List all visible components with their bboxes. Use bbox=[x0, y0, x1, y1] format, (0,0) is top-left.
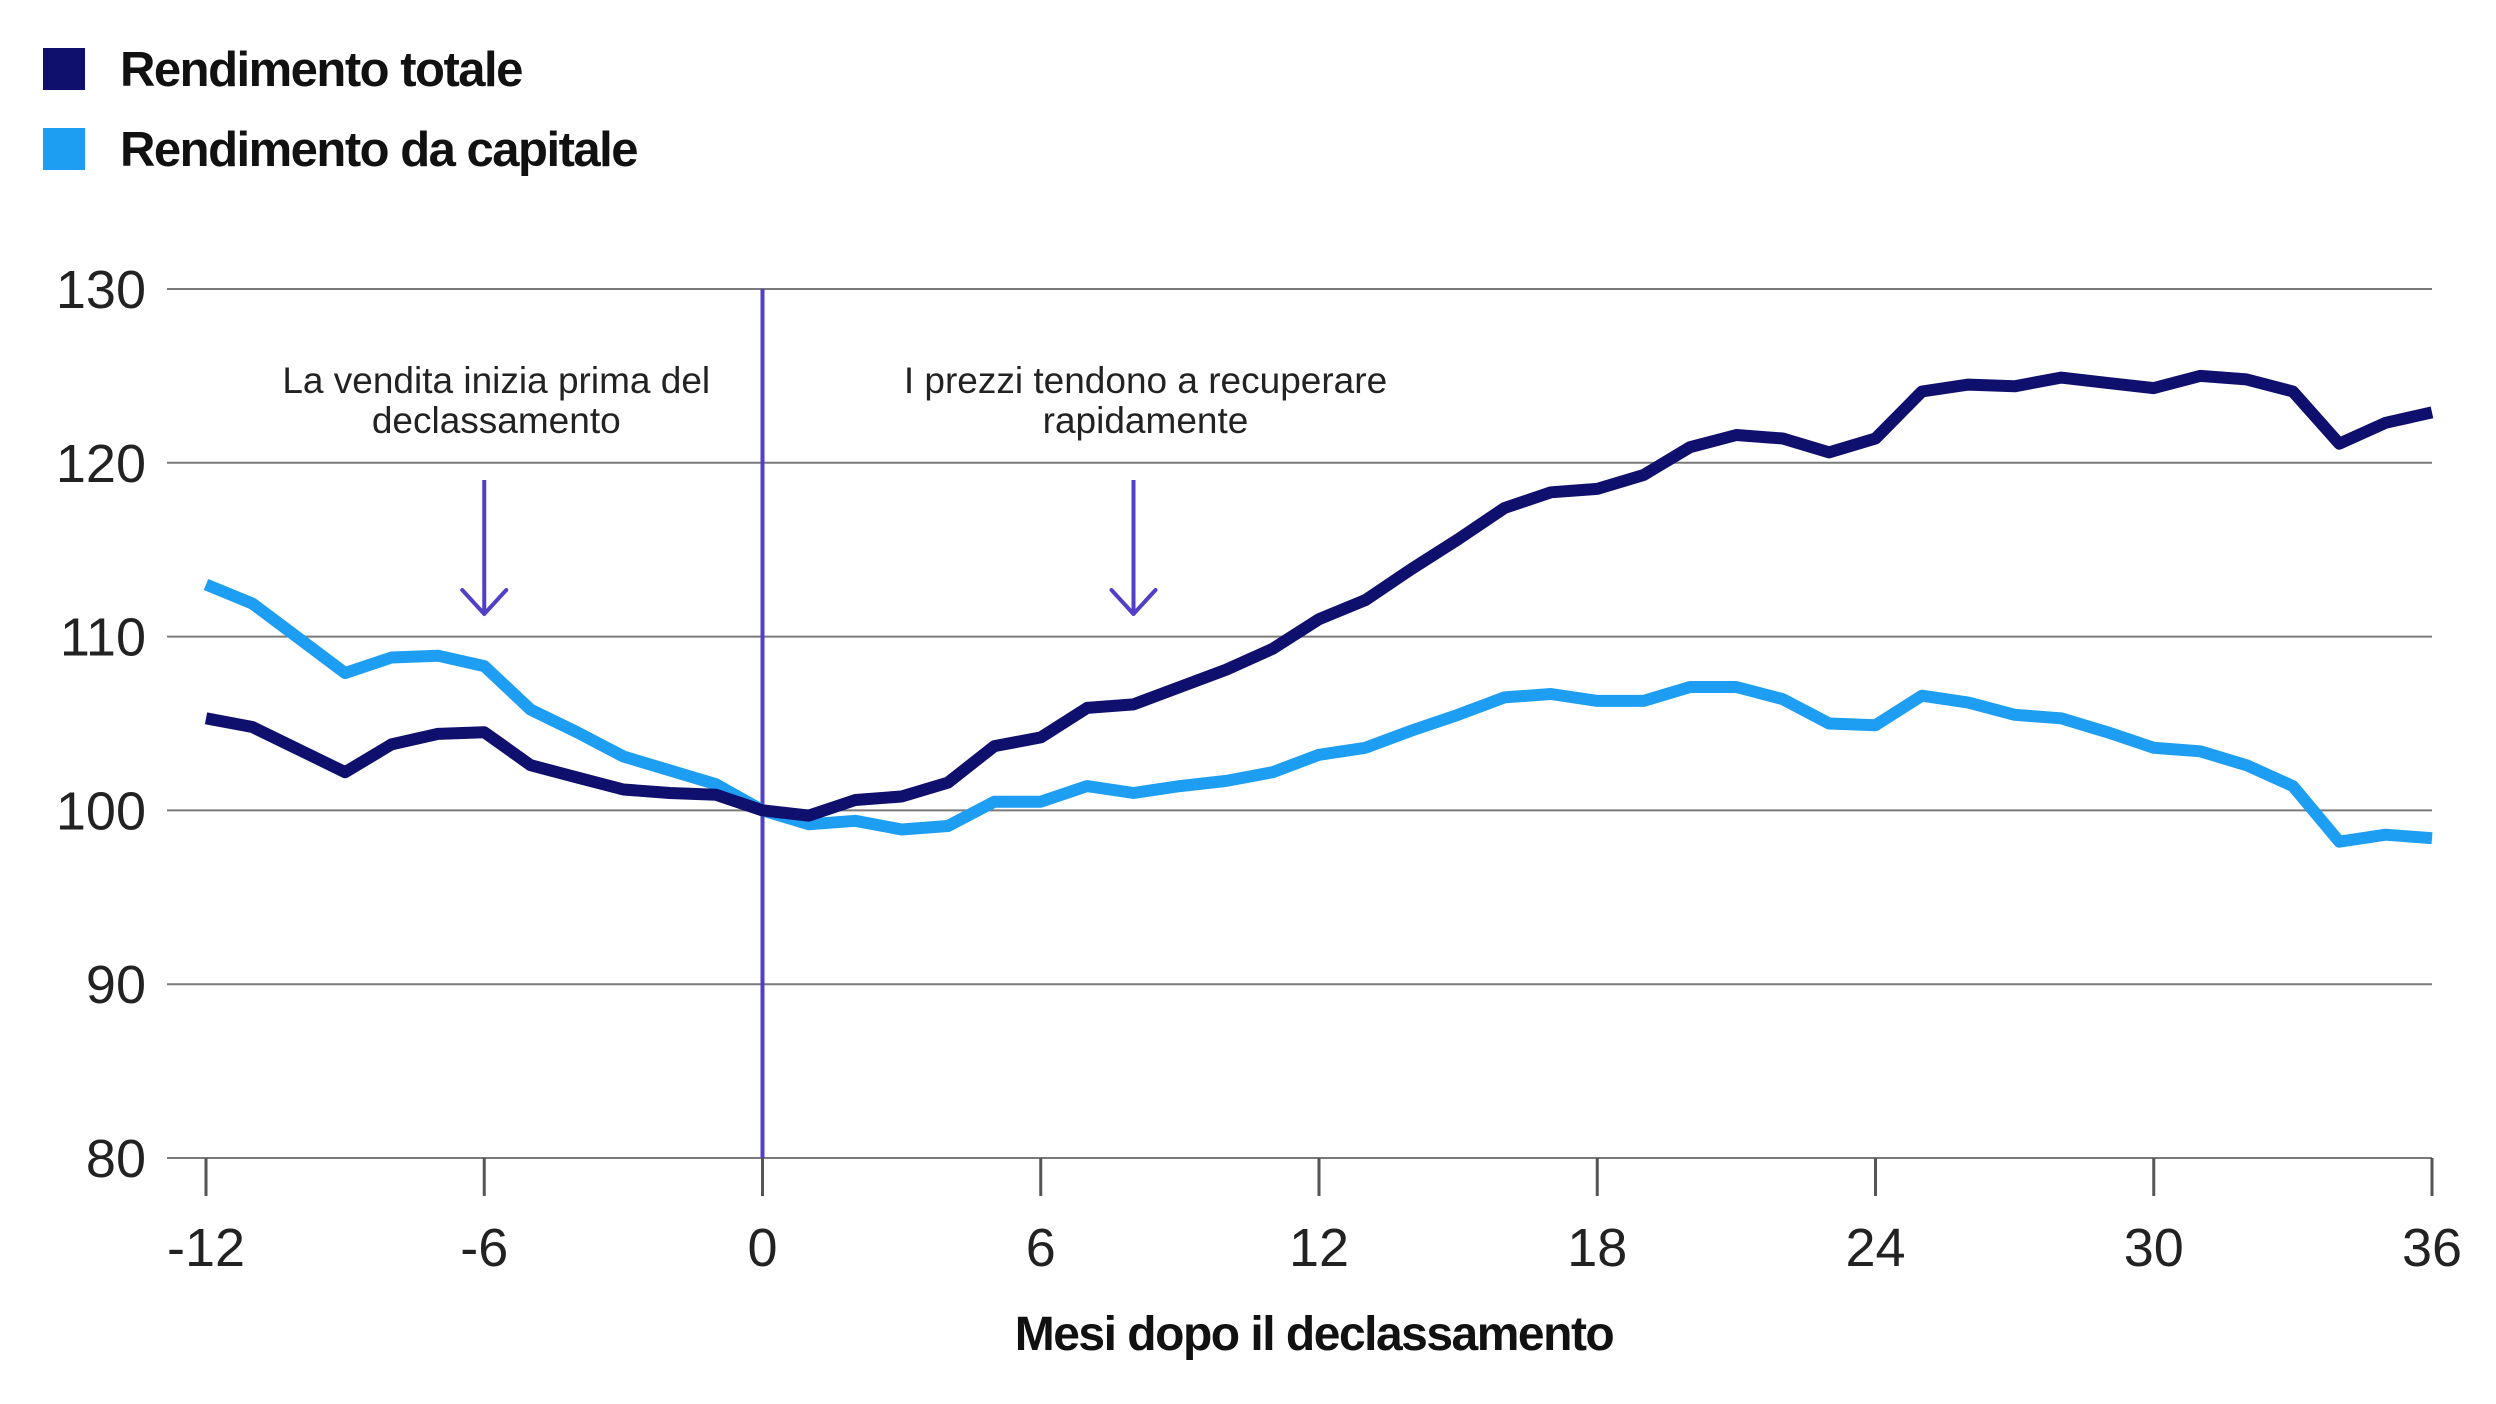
y-tick-label-110: 110 bbox=[60, 608, 146, 668]
legend-item-total-return: Rendimento totale bbox=[43, 43, 524, 97]
x-axis: -12 -6 0 6 12 18 24 30 36 bbox=[167, 1158, 2462, 1278]
x-tick-label--6: -6 bbox=[460, 1218, 508, 1278]
gridlines bbox=[167, 288, 2432, 1159]
annotation-1-arrow-head bbox=[1109, 588, 1158, 616]
y-tick-label-80: 80 bbox=[86, 1129, 146, 1189]
annotation-1-line-0: I prezzi tendono a recuperare bbox=[904, 360, 1387, 401]
series-line-capital-return bbox=[203, 578, 2433, 848]
x-tick-label-18: 18 bbox=[1567, 1218, 1627, 1278]
x-tick-label-30: 30 bbox=[2124, 1218, 2184, 1278]
annotation-0-line-1: declassamento bbox=[372, 400, 621, 441]
y-tick-label-120: 120 bbox=[56, 434, 146, 494]
legend-label-capital-return: Rendimento da capitale bbox=[120, 123, 637, 177]
x-tick-label-12: 12 bbox=[1289, 1218, 1349, 1278]
x-tick-label-6: 6 bbox=[1026, 1218, 1056, 1278]
x-tick-label-36: 36 bbox=[2402, 1218, 2462, 1278]
legend-swatch-capital-return bbox=[43, 128, 85, 170]
y-tick-label-130: 130 bbox=[56, 260, 146, 320]
x-tick-label-24: 24 bbox=[1845, 1218, 1905, 1278]
x-tick-label-0: 0 bbox=[747, 1218, 777, 1278]
legend: Rendimento totale Rendimento da capitale bbox=[43, 43, 639, 177]
annotation-0-line-0: La vendita inizia prima del bbox=[282, 360, 710, 401]
y-tick-label-90: 90 bbox=[86, 955, 146, 1015]
x-tick-label--12: -12 bbox=[167, 1218, 245, 1278]
legend-label-total-return: Rendimento totale bbox=[120, 43, 522, 97]
annotation-1-line-1: rapidamente bbox=[1043, 400, 1249, 441]
legend-swatch-total-return bbox=[43, 48, 85, 90]
y-tick-label-100: 100 bbox=[56, 781, 146, 841]
y-axis-tick-labels: 80 90 100 110 120 130 bbox=[56, 260, 146, 1189]
series-line-total-return bbox=[204, 369, 2434, 822]
annotation-0-arrow-head bbox=[460, 588, 509, 616]
series-lines bbox=[203, 369, 2434, 848]
annotations: La vendita inizia prima deldeclassamento… bbox=[282, 360, 1387, 616]
legend-item-capital-return: Rendimento da capitale bbox=[43, 123, 639, 177]
x-axis-title: Mesi dopo il declassamento bbox=[1015, 1308, 1614, 1361]
